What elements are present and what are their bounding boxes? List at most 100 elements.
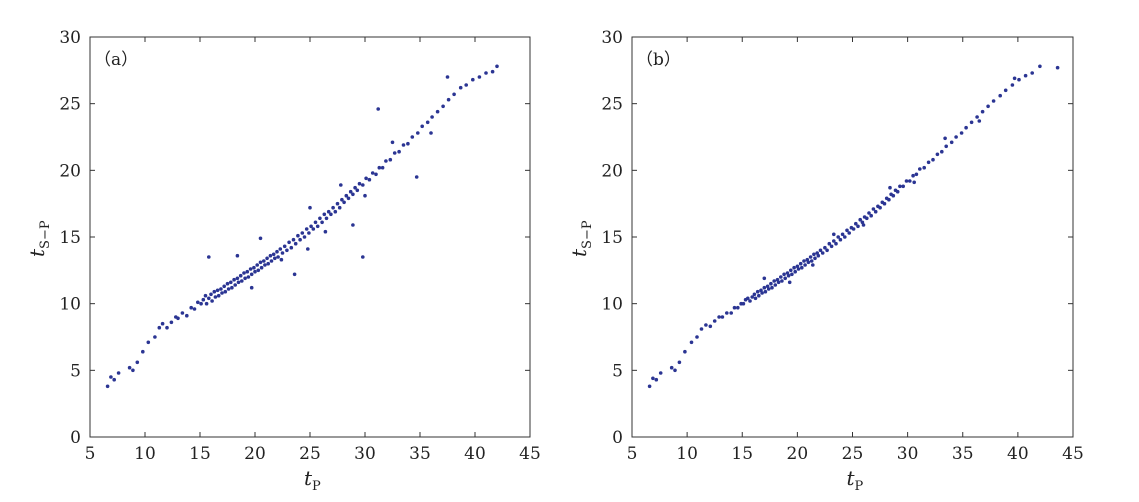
- data-point: [720, 315, 725, 319]
- data-point: [292, 272, 297, 277]
- data-point: [471, 77, 475, 82]
- data-point: [823, 245, 827, 250]
- data-point: [882, 201, 887, 206]
- x-tick-label: 30: [354, 444, 376, 464]
- data-point: [770, 285, 774, 290]
- data-point: [273, 256, 277, 261]
- data-point: [773, 283, 778, 287]
- data-point: [220, 291, 224, 295]
- data-point: [760, 291, 764, 295]
- data-point: [429, 131, 433, 135]
- x-axis-label-subscript: P: [312, 479, 321, 494]
- data-point: [236, 280, 241, 285]
- x-axis-label-main: t: [847, 466, 856, 490]
- x-tick-label: 40: [1007, 444, 1029, 464]
- data-point: [1003, 88, 1008, 93]
- y-axis-label-subscript: S−P: [580, 220, 595, 249]
- data-point: [998, 93, 1002, 98]
- data-point: [329, 212, 333, 217]
- data-point: [843, 235, 847, 239]
- x-tick-label: 35: [952, 444, 974, 464]
- data-point: [323, 229, 328, 234]
- data-point: [658, 371, 663, 375]
- data-point: [169, 320, 174, 325]
- data-point: [308, 205, 312, 210]
- data-point: [752, 292, 757, 297]
- data-point: [445, 75, 450, 79]
- data-point: [390, 140, 395, 145]
- plot-frame: [89, 36, 531, 438]
- data-point: [860, 220, 865, 225]
- x-tick-label: 15: [189, 444, 211, 464]
- data-point: [245, 269, 250, 274]
- data-point: [1038, 64, 1042, 69]
- data-point: [787, 280, 792, 285]
- data-point: [977, 119, 982, 123]
- data-point: [446, 97, 451, 102]
- data-point: [252, 265, 256, 270]
- scatter-points: [105, 64, 499, 389]
- y-axis-label-main: t: [25, 248, 49, 257]
- data-point: [871, 207, 876, 211]
- y-tick-label: 0: [70, 428, 81, 448]
- data-point: [322, 212, 327, 217]
- data-point: [212, 289, 217, 294]
- data-point: [298, 237, 302, 242]
- data-point: [647, 384, 652, 389]
- data-point: [357, 181, 362, 186]
- data-point: [813, 256, 817, 261]
- data-point: [311, 227, 316, 231]
- data-point: [196, 300, 200, 305]
- data-point: [845, 228, 849, 233]
- data-point: [980, 109, 985, 114]
- data-point: [452, 92, 456, 97]
- data-point: [226, 287, 231, 291]
- data-point: [351, 192, 355, 197]
- data-point: [105, 384, 110, 389]
- data-point: [320, 220, 324, 225]
- data-point: [712, 319, 717, 323]
- data-point: [355, 188, 360, 193]
- data-point: [762, 276, 767, 281]
- data-point: [364, 176, 368, 181]
- data-point: [238, 273, 243, 278]
- x-axis-label: tP: [847, 466, 864, 494]
- data-point: [790, 272, 794, 277]
- data-point: [815, 251, 819, 255]
- y-tick-label: 20: [59, 161, 81, 181]
- data-point: [146, 340, 151, 345]
- data-point: [249, 272, 254, 277]
- data-point: [991, 99, 996, 103]
- data-point: [216, 293, 221, 298]
- data-point: [780, 279, 784, 283]
- data-point: [262, 259, 266, 263]
- data-point: [265, 256, 269, 261]
- data-point: [331, 205, 335, 210]
- data-point: [669, 365, 674, 370]
- x-tick-label: 5: [85, 444, 96, 464]
- data-point: [931, 157, 935, 162]
- data-point: [361, 255, 365, 259]
- data-point: [943, 136, 947, 141]
- data-point: [820, 251, 825, 255]
- x-tick-label: 5: [627, 444, 638, 464]
- data-point: [888, 185, 892, 190]
- data-point: [219, 287, 223, 291]
- data-point: [809, 259, 814, 263]
- data-point: [772, 279, 776, 283]
- data-point: [914, 172, 919, 177]
- data-point: [654, 377, 659, 382]
- data-point: [282, 244, 287, 249]
- data-point: [233, 283, 237, 287]
- data-point: [904, 179, 909, 183]
- data-point: [746, 296, 750, 301]
- data-point: [246, 275, 251, 279]
- data-point: [240, 279, 244, 283]
- y-axis-label: tS−P: [567, 220, 595, 257]
- data-point: [776, 280, 781, 285]
- data-point: [490, 69, 495, 74]
- data-point: [243, 276, 247, 281]
- data-point: [189, 305, 193, 310]
- data-point: [285, 248, 289, 253]
- data-point: [827, 241, 832, 246]
